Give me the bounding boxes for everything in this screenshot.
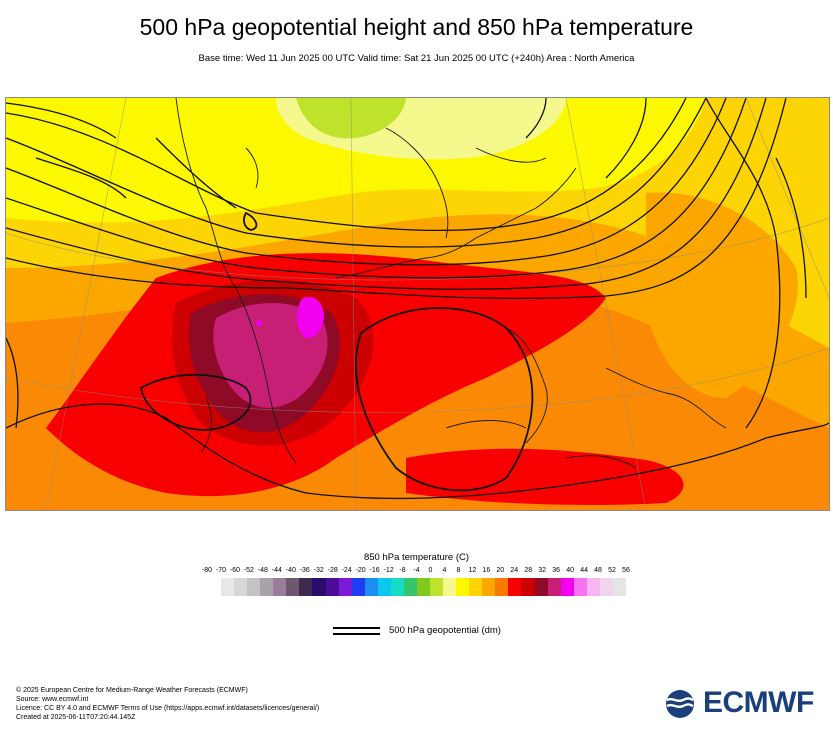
legend-swatch xyxy=(416,578,430,596)
legend-tick-label: 40 xyxy=(566,567,575,574)
legend-tick-label: 48 xyxy=(594,567,602,574)
legend-tick-label: 0 xyxy=(428,567,433,574)
legend-tick-label: 12 xyxy=(468,567,477,574)
chart-subtitle: Base time: Wed 11 Jun 2025 00 UTC Valid … xyxy=(198,53,635,64)
legend-swatch xyxy=(403,578,417,596)
footer-created: Created at 2025-06-11T07:20:44.145Z xyxy=(16,714,136,721)
legend-tick-label: 28 xyxy=(524,567,533,574)
legend-swatch xyxy=(247,578,261,596)
legend-tick-label: 44 xyxy=(580,567,588,574)
legend-tick-row: -80 -70 -60 -52 -48 -44 -40 -36 -32 -28 -24 -20 -16-… xyxy=(200,567,630,579)
legend-tick-label: 52 xyxy=(608,567,616,574)
legend-tick-label: 16 xyxy=(482,567,491,574)
legend-tick-label: 8 xyxy=(456,567,461,574)
legend-swatch xyxy=(364,578,378,596)
legend-tick-label: -32 xyxy=(313,567,324,574)
geopotential-contours xyxy=(6,98,829,500)
legend-swatch xyxy=(325,578,339,596)
legend-swatch xyxy=(612,578,626,596)
legend-swatch xyxy=(521,578,535,596)
legend-tick-label: 4 xyxy=(442,567,447,574)
chart-title: 500 hPa geopotential height and 850 hPa … xyxy=(139,14,694,40)
legend-tick-label: -12 xyxy=(383,567,394,574)
legend-tick-label: -16 xyxy=(369,567,380,574)
legend-swatch xyxy=(508,578,522,596)
legend-tick-label: 36 xyxy=(552,567,561,574)
temperature-field-magenta-dot xyxy=(256,320,262,326)
legend-tick-label: 20 xyxy=(496,567,505,574)
legend-tick-label: -44 xyxy=(271,567,282,574)
legend-color-bar xyxy=(221,578,626,596)
legend-swatch xyxy=(469,578,483,596)
legend-swatch xyxy=(573,578,587,596)
map-canvas xyxy=(6,98,829,510)
legend-tick-label: -8 xyxy=(399,567,406,574)
contour-key-label: 500 hPa geopotential (dm) xyxy=(389,625,501,636)
legend-tick-label: -70 xyxy=(215,567,227,574)
graticule xyxy=(6,98,829,510)
legend-tick-label: -40 xyxy=(285,567,296,574)
legend-tick-label: 24 xyxy=(510,567,519,574)
legend-swatch xyxy=(534,578,548,596)
legend-tick-label: -48 xyxy=(257,567,268,574)
legend-swatch xyxy=(495,578,509,596)
temperature-field-pink xyxy=(213,303,328,408)
legend-swatch xyxy=(390,578,404,596)
legend-tick-label: -4 xyxy=(413,567,420,574)
coastlines xyxy=(175,98,727,469)
legend-tick-label: -28 xyxy=(327,567,338,574)
legend-tick-label: 32 xyxy=(538,567,547,574)
footer-copyright: © 2025 European Centre for Medium-Range … xyxy=(16,687,248,694)
legend-swatch xyxy=(586,578,600,596)
legend-swatch xyxy=(560,578,574,596)
legend-swatch xyxy=(234,578,248,596)
legend-swatch xyxy=(456,578,470,596)
temperature-field-east-orange xyxy=(646,192,798,398)
legend-tick-label: -36 xyxy=(299,567,310,574)
legend-swatch xyxy=(312,578,326,596)
legend-swatch xyxy=(260,578,274,596)
weather-map xyxy=(5,97,830,511)
contour-key: 500 hPa geopotential (dm) xyxy=(333,625,633,639)
legend-swatch xyxy=(443,578,457,596)
footer-licence: Licence: CC BY 4.0 and ECMWF Terms of Us… xyxy=(16,705,320,712)
legend-tick-label: -24 xyxy=(341,567,352,574)
legend-tick-label: -60 xyxy=(229,567,240,574)
footer-source: Source: www.ecmwf.int xyxy=(16,696,89,703)
contour-key-line-icon xyxy=(333,627,380,635)
ecmwf-logo-icon xyxy=(666,690,694,718)
legend-swatch xyxy=(547,578,561,596)
legend-swatch xyxy=(273,578,287,596)
legend-tick-label: -20 xyxy=(355,567,366,574)
legend-swatch xyxy=(286,578,300,596)
legend-swatch xyxy=(299,578,313,596)
legend-swatch xyxy=(338,578,352,596)
legend-swatch xyxy=(482,578,496,596)
legend-swatch xyxy=(599,578,613,596)
temperature-field-magenta xyxy=(297,296,324,339)
legend-tick-label: -80 xyxy=(201,567,213,574)
legend-tick-label: 56 xyxy=(622,567,630,574)
ecmwf-logo-text: ECMWF xyxy=(703,686,814,719)
legend-title: 850 hPa temperature (C) xyxy=(363,552,470,563)
temperature-field-red-south xyxy=(406,448,684,505)
legend-tick-label: -52 xyxy=(243,567,254,574)
legend-swatch xyxy=(377,578,391,596)
footer: © 2025 European Centre for Medium-Range … xyxy=(16,686,319,722)
ecmwf-logo: ECMWF xyxy=(661,686,821,721)
legend-swatch xyxy=(351,578,365,596)
legend-swatch xyxy=(430,578,444,596)
legend-swatch xyxy=(221,578,235,596)
